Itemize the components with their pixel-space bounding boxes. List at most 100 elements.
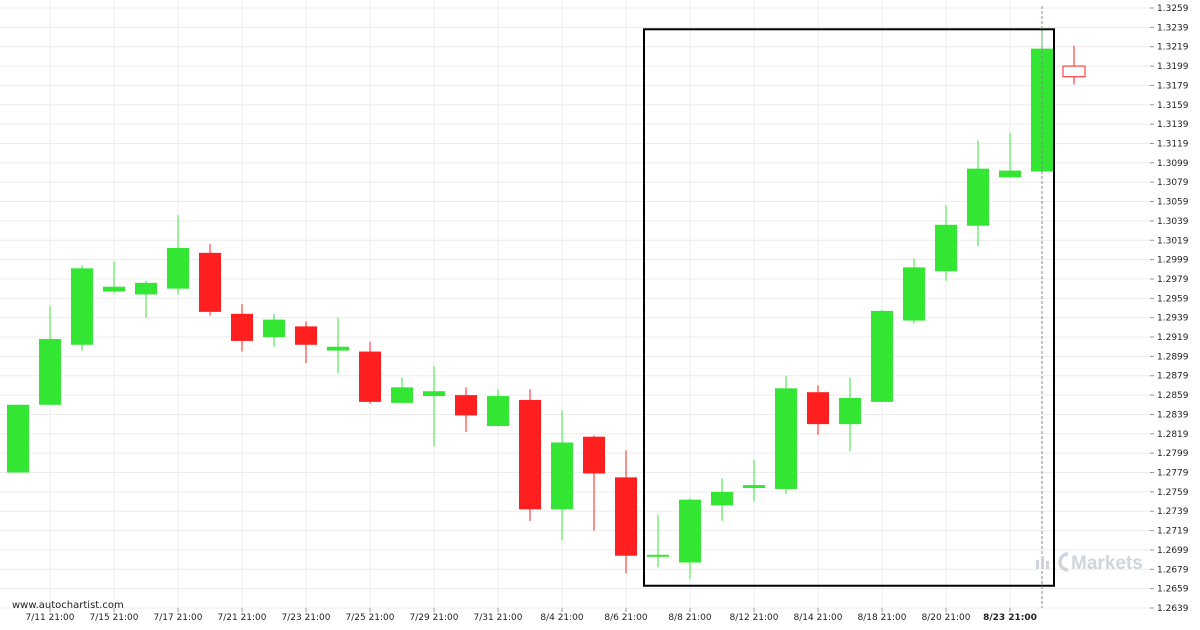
candle-body bbox=[39, 338, 61, 405]
y-tick-label: 1.2679 bbox=[1157, 565, 1189, 575]
candle-body bbox=[967, 168, 989, 226]
x-tick-label: 8/18 21:00 bbox=[857, 613, 906, 623]
y-tick-label: 1.2979 bbox=[1157, 275, 1189, 285]
candle bbox=[167, 215, 189, 295]
x-tick-label: 8/23 21:00 bbox=[983, 613, 1037, 623]
x-tick-label: 7/29 21:00 bbox=[409, 613, 458, 623]
candle-body bbox=[775, 388, 797, 489]
y-tick-label: 1.2819 bbox=[1157, 430, 1189, 440]
candle bbox=[1062, 45, 1086, 85]
candle-body bbox=[71, 268, 93, 345]
y-tick-label: 1.3159 bbox=[1157, 101, 1189, 111]
y-tick-label: 1.2859 bbox=[1157, 391, 1189, 401]
candle-body bbox=[103, 286, 125, 292]
y-tick-label: 1.2959 bbox=[1157, 294, 1189, 304]
candles bbox=[7, 27, 1086, 579]
x-axis-labels: 7/11 21:00 7/15 21:00 7/17 21:00 7/21 21:00… bbox=[25, 613, 1036, 623]
candle-body bbox=[423, 391, 445, 397]
y-axis-labels: 1.3259 1.3239 1.3219 1.3199 1.3179 1.3159 1.31… bbox=[1157, 4, 1189, 614]
candle-body bbox=[327, 346, 349, 351]
candle-body bbox=[199, 252, 221, 312]
candle bbox=[903, 258, 925, 324]
y-tick-label: 1.2719 bbox=[1157, 527, 1189, 537]
candle bbox=[391, 377, 413, 403]
candle bbox=[263, 313, 285, 347]
y-tick-label: 1.2799 bbox=[1157, 449, 1189, 459]
y-tick-label: 1.2999 bbox=[1157, 256, 1189, 266]
y-tick-label: 1.3019 bbox=[1157, 236, 1189, 246]
candle-body bbox=[839, 398, 861, 425]
y-tick-label: 1.2639 bbox=[1157, 604, 1189, 614]
candle bbox=[679, 498, 701, 579]
x-tick-label: 8/20 21:00 bbox=[921, 613, 970, 623]
y-tick-label: 1.2839 bbox=[1157, 410, 1189, 420]
x-axis-tick-marks bbox=[49, 608, 1011, 612]
candle-body bbox=[807, 392, 829, 425]
y-axis-tick-marks bbox=[1150, 7, 1154, 609]
candle bbox=[551, 410, 573, 541]
candle-body bbox=[871, 310, 893, 402]
candle bbox=[871, 309, 893, 402]
candle bbox=[807, 385, 829, 435]
pattern-highlight-box bbox=[643, 28, 1055, 587]
candle-body bbox=[1031, 48, 1053, 172]
candle-body bbox=[135, 282, 157, 295]
x-tick-label: 8/4 21:00 bbox=[540, 613, 584, 623]
candle bbox=[583, 435, 605, 531]
candle bbox=[999, 132, 1021, 178]
candle bbox=[135, 280, 157, 318]
candle-body bbox=[1062, 65, 1086, 78]
y-tick-label: 1.3119 bbox=[1157, 139, 1189, 149]
candle bbox=[615, 450, 637, 574]
candle-body bbox=[935, 224, 957, 272]
candle bbox=[231, 304, 253, 352]
candle bbox=[839, 377, 861, 452]
x-tick-label: 7/11 21:00 bbox=[25, 613, 74, 623]
x-tick-label: 7/15 21:00 bbox=[89, 613, 138, 623]
candle-body bbox=[615, 477, 637, 556]
candle bbox=[935, 205, 957, 281]
candle-body bbox=[903, 267, 925, 321]
candle-body bbox=[231, 313, 253, 341]
candle bbox=[7, 404, 29, 473]
candle-body bbox=[391, 387, 413, 403]
x-tick-label: 7/23 21:00 bbox=[281, 613, 330, 623]
x-tick-label: 8/8 21:00 bbox=[668, 613, 712, 623]
candle-body bbox=[295, 326, 317, 345]
y-tick-label: 1.3179 bbox=[1157, 81, 1189, 91]
candle bbox=[455, 387, 477, 432]
candle bbox=[359, 341, 381, 404]
candle bbox=[967, 140, 989, 247]
y-tick-label: 1.2939 bbox=[1157, 314, 1189, 324]
y-tick-label: 1.2899 bbox=[1157, 352, 1189, 362]
candle bbox=[295, 321, 317, 364]
brand-watermark: Markets bbox=[1036, 552, 1143, 574]
candle-body bbox=[7, 404, 29, 473]
candle bbox=[647, 515, 669, 568]
y-tick-label: 1.3099 bbox=[1157, 159, 1189, 169]
y-tick-label: 1.2739 bbox=[1157, 507, 1189, 517]
candle-body bbox=[999, 170, 1021, 178]
candle bbox=[423, 366, 445, 447]
x-tick-label: 8/12 21:00 bbox=[729, 613, 778, 623]
x-tick-label: 8/6 21:00 bbox=[604, 613, 648, 623]
candle bbox=[327, 317, 349, 373]
y-tick-label: 1.3239 bbox=[1157, 23, 1189, 33]
y-tick-label: 1.2919 bbox=[1157, 333, 1189, 343]
x-tick-label: 8/14 21:00 bbox=[793, 613, 842, 623]
candle-body bbox=[583, 436, 605, 474]
candle-body bbox=[711, 491, 733, 506]
candle-body bbox=[263, 319, 285, 338]
y-tick-label: 1.3199 bbox=[1157, 62, 1189, 72]
candle bbox=[39, 306, 61, 405]
x-tick-label: 7/25 21:00 bbox=[345, 613, 394, 623]
brand-logo-icon bbox=[1036, 552, 1069, 572]
y-tick-label: 1.2659 bbox=[1157, 585, 1189, 595]
site-watermark: www.autochartist.com bbox=[12, 600, 124, 611]
candle-body bbox=[167, 248, 189, 289]
y-tick-label: 1.2759 bbox=[1157, 488, 1189, 498]
candle bbox=[519, 389, 541, 521]
candle bbox=[743, 459, 765, 502]
x-tick-label: 7/21 21:00 bbox=[217, 613, 266, 623]
